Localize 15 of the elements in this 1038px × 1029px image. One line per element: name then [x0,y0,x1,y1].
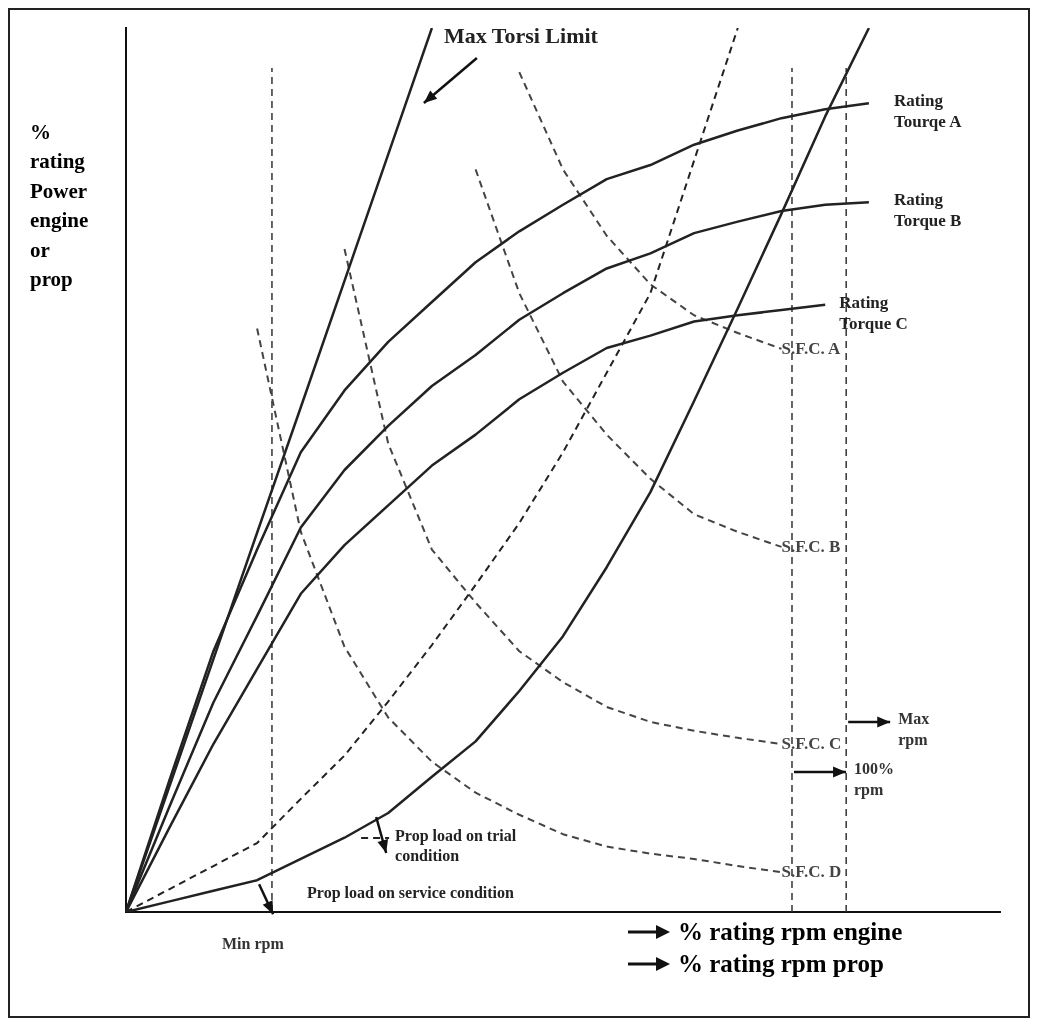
series-label: S.F.C. B [781,536,841,556]
series-label: Rating Torque C [839,292,908,333]
series-label: Rating Tourqe A [893,91,963,132]
legend-label: Prop load on trial condition [395,827,517,865]
series-label: S.F.C. C [781,733,842,753]
series-label: Max Torsi Limit [443,22,599,48]
x-axis-title: % rating rpm engine % rating rpm prop [678,918,903,978]
text: Max rpm [898,710,930,749]
y-axis-title: % rating Power engine or prop [30,119,90,293]
series-label: S.F.C. A [781,338,842,358]
text: 100% rpm [853,760,894,799]
text: Min rpm [221,935,284,953]
series-label: Rating Torque B [893,190,962,231]
series-label: Prop load on service condition [307,884,515,903]
series-label: S.F.C. D [781,862,842,882]
